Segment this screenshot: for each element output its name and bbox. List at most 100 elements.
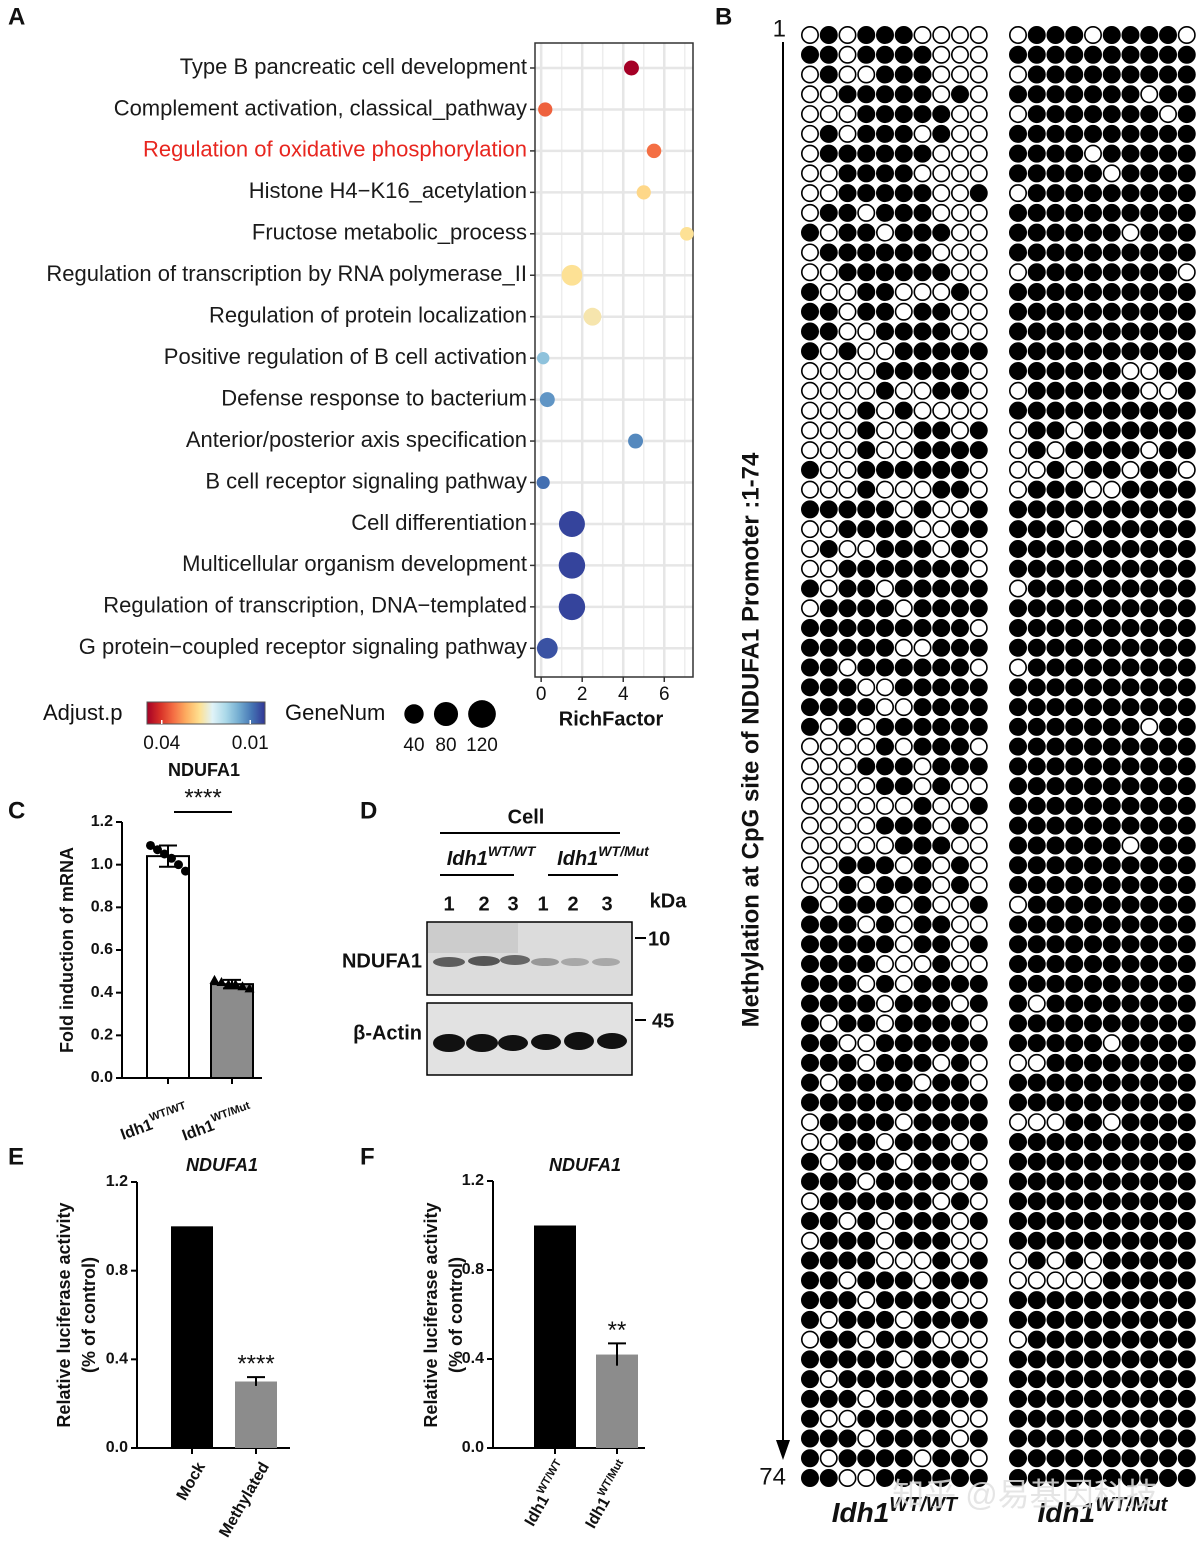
cpg-site (819, 974, 838, 993)
cpg-site (1084, 1449, 1103, 1468)
panel-letter: A (8, 3, 25, 30)
cpg-site (1046, 856, 1065, 875)
cpg-site (819, 698, 838, 717)
cpg-site (1008, 1113, 1027, 1132)
cpg-site (1140, 955, 1159, 974)
category-name: Idh1 (522, 1492, 553, 1529)
cpg-site (819, 1212, 838, 1231)
cpg-site (1027, 203, 1046, 222)
cpg-site (1177, 955, 1196, 974)
cpg-site (838, 460, 857, 479)
cpg-site (1140, 658, 1159, 677)
cpg-site (1159, 619, 1178, 638)
cpg-site (838, 223, 857, 242)
cpg-site (950, 25, 969, 44)
cpg-site (1140, 164, 1159, 183)
cpg-site (875, 282, 894, 301)
cpg-site (1121, 124, 1140, 143)
cpg-site (950, 362, 969, 381)
cpg-site (913, 974, 932, 993)
cpg-site (969, 836, 988, 855)
cpg-site (800, 105, 819, 124)
cpg-site (1121, 164, 1140, 183)
cpg-site (875, 1310, 894, 1329)
cpg-site (1065, 1053, 1084, 1072)
cpg-site (894, 856, 913, 875)
cpg-site (875, 1350, 894, 1369)
cpg-site (1046, 223, 1065, 242)
cpg-site (1065, 1310, 1084, 1329)
category-name: Idh1 (583, 1495, 614, 1532)
cpg-site (800, 45, 819, 64)
cpg-site (1065, 638, 1084, 657)
cpg-site (1159, 935, 1178, 954)
cpg-site (1121, 698, 1140, 717)
cpg-site (894, 1053, 913, 1072)
cpg-site (1065, 85, 1084, 104)
cpg-site (1140, 1152, 1159, 1171)
cpg-site (1065, 105, 1084, 124)
cpg-site (857, 1251, 876, 1270)
cpg-site (1159, 65, 1178, 84)
cpg-site (894, 25, 913, 44)
cpg-site (838, 1172, 857, 1191)
cpg-site (913, 223, 932, 242)
cpg-site (1121, 1291, 1140, 1310)
x-tick-label: Mock (174, 1460, 209, 1504)
cpg-site (819, 1014, 838, 1033)
cpg-site (875, 658, 894, 677)
cpg-site (1084, 895, 1103, 914)
cpg-site (800, 698, 819, 717)
cpg-site (1140, 856, 1159, 875)
cpg-site (1159, 184, 1178, 203)
cpg-site (800, 994, 819, 1013)
cpg-site (1027, 1429, 1046, 1448)
cpg-site (1008, 460, 1027, 479)
cpg-site (1046, 816, 1065, 835)
cpg-site (1084, 421, 1103, 440)
cpg-site (1027, 875, 1046, 894)
cpg-site (932, 105, 951, 124)
cpg-site (857, 895, 876, 914)
cpg-site (819, 401, 838, 420)
cpg-site (1102, 1034, 1121, 1053)
cpg-site (1008, 1449, 1027, 1468)
cpg-site (1008, 1389, 1027, 1408)
cpg-site (1121, 1389, 1140, 1408)
cpg-site (1159, 559, 1178, 578)
cpg-site (950, 124, 969, 143)
cpg-site (1177, 322, 1196, 341)
cpg-site (1159, 915, 1178, 934)
cpg-site (894, 362, 913, 381)
cpg-site (1102, 1469, 1121, 1488)
cpg-site (1084, 619, 1103, 638)
y-axis-label: Fold induction of mRNA (57, 847, 77, 1053)
cpg-site (1008, 1251, 1027, 1270)
cpg-site (1008, 263, 1027, 282)
y-tick-label: 0.4 (106, 1351, 128, 1368)
cpg-site (894, 737, 913, 756)
cpg-site (913, 1469, 932, 1488)
cpg-site (1008, 1132, 1027, 1151)
cpg-site (1084, 1350, 1103, 1369)
cpg-site (894, 1330, 913, 1349)
cpg-site (800, 203, 819, 222)
cpg-site (1121, 1152, 1140, 1171)
cpg-site (894, 381, 913, 400)
cpg-site (894, 1034, 913, 1053)
cpg-site (1121, 302, 1140, 321)
cpg-site (1140, 1073, 1159, 1092)
cpg-site (875, 539, 894, 558)
cpg-site (913, 1271, 932, 1290)
cpg-site (800, 1469, 819, 1488)
cpg-site (1065, 1389, 1084, 1408)
band (500, 955, 530, 965)
cpg-site (894, 539, 913, 558)
cpg-site (1140, 935, 1159, 954)
cpg-site (969, 441, 988, 460)
cpg-site (1027, 1014, 1046, 1033)
cpg-site (875, 342, 894, 361)
y-tick-label: 0.0 (462, 1439, 484, 1456)
cpg-site (932, 480, 951, 499)
cpg-site (857, 955, 876, 974)
